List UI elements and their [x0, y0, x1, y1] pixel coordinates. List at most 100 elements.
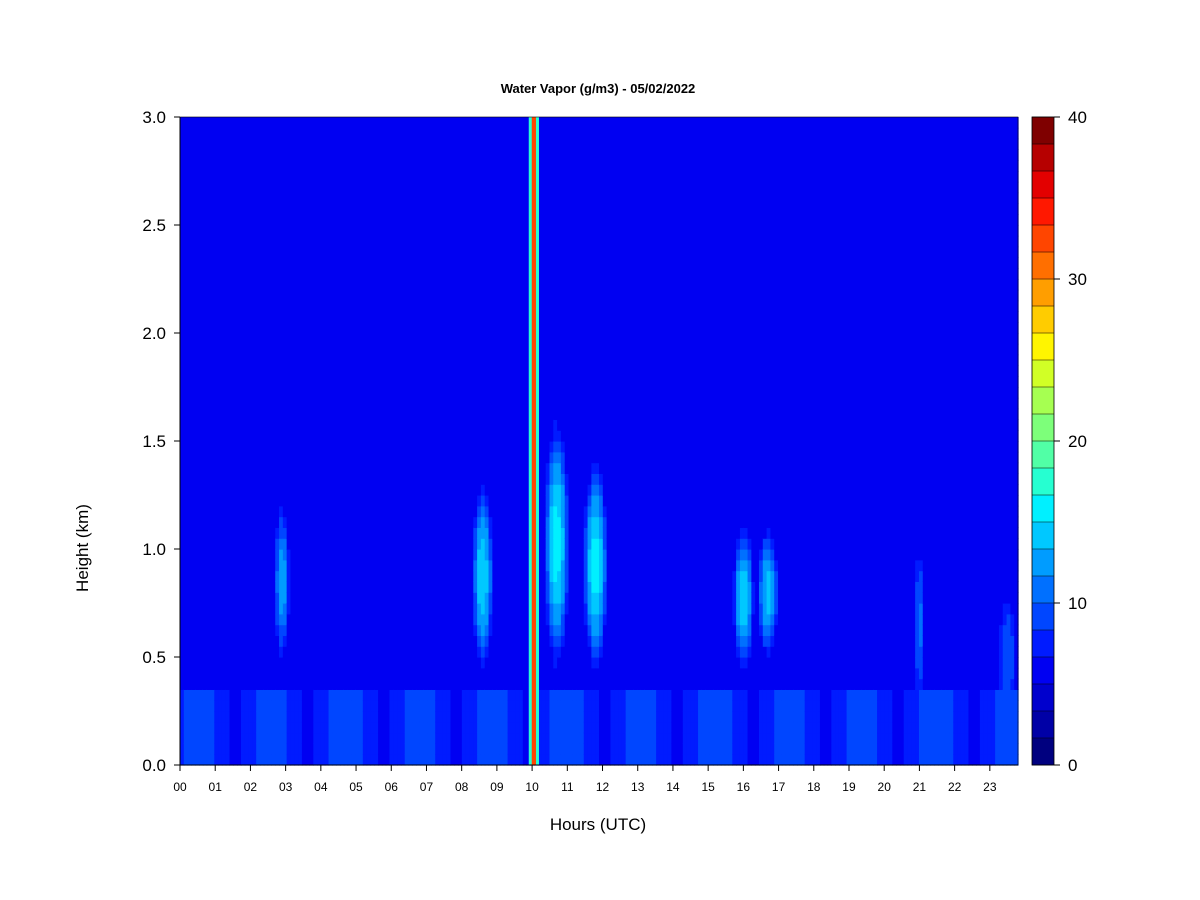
heatmap-cell	[370, 311, 375, 323]
heatmap-cell	[351, 462, 356, 474]
heatmap-cell	[214, 354, 219, 366]
heatmap-cell	[301, 365, 307, 377]
heatmap-cell	[237, 678, 242, 690]
heatmap-cell	[294, 635, 299, 647]
heatmap-cell	[218, 322, 223, 334]
heatmap-cell	[256, 592, 261, 604]
heatmap-cell	[404, 387, 410, 399]
heatmap-cell	[355, 700, 360, 712]
heatmap-cell	[465, 430, 471, 442]
heatmap-cell	[423, 203, 429, 215]
heatmap-cell	[465, 160, 471, 172]
heatmap-cell	[252, 257, 257, 269]
heatmap-cell	[389, 376, 394, 388]
heatmap-cell	[271, 127, 276, 140]
heatmap-cell	[378, 495, 383, 507]
heatmap-cell	[469, 149, 474, 161]
heatmap-cell	[263, 235, 269, 248]
heatmap-cell	[480, 322, 486, 334]
heatmap-cell	[309, 559, 314, 572]
heatmap-cell	[183, 484, 189, 496]
heatmap-cell	[298, 689, 303, 701]
heatmap-cell	[313, 117, 318, 129]
heatmap-cell	[366, 743, 372, 755]
heatmap-cell	[458, 225, 463, 237]
heatmap-cell	[271, 592, 276, 604]
heatmap-cell	[214, 527, 219, 539]
heatmap-cell	[431, 279, 436, 291]
heatmap-cell	[180, 300, 185, 312]
heatmap-cell	[187, 581, 193, 593]
heatmap-cell	[221, 646, 227, 658]
heatmap-cell	[252, 732, 257, 744]
heatmap-cell	[404, 743, 410, 755]
heatmap-cell	[275, 171, 280, 183]
heatmap-cell	[366, 192, 372, 204]
heatmap-cell	[259, 127, 265, 140]
heatmap-cell	[465, 214, 471, 226]
heatmap-cell	[244, 678, 250, 690]
heatmap-cell	[431, 549, 436, 561]
heatmap-cell	[492, 160, 497, 172]
heatmap-cell	[332, 279, 337, 291]
heatmap-cell	[294, 484, 299, 496]
heatmap-cell	[381, 257, 387, 269]
heatmap-cell	[359, 311, 364, 323]
heatmap-cell	[488, 387, 493, 399]
heatmap-cell	[298, 451, 303, 464]
heatmap-cell	[279, 235, 284, 248]
heatmap-cell	[244, 214, 250, 226]
heatmap-cell	[328, 214, 333, 226]
heatmap-cell	[450, 667, 455, 680]
heatmap-cell	[351, 181, 356, 194]
heatmap-cell	[339, 581, 345, 593]
heatmap-cell	[412, 376, 417, 388]
heatmap-cell	[214, 462, 219, 474]
heatmap-cell	[225, 376, 231, 388]
heatmap-cell	[442, 181, 448, 194]
heatmap-cell	[385, 516, 391, 528]
heatmap-cell	[404, 441, 410, 453]
heatmap-cell	[473, 473, 478, 485]
heatmap-cell	[431, 354, 436, 366]
heatmap-cell	[218, 711, 223, 723]
heatmap-cell	[332, 387, 337, 399]
heatmap-cell	[301, 246, 307, 258]
heatmap-cell	[271, 235, 276, 248]
heatmap-cell	[446, 754, 452, 766]
heatmap-cell	[431, 138, 436, 150]
heatmap-cell	[202, 181, 208, 194]
heatmap-cell	[290, 149, 295, 161]
heatmap-cell	[187, 624, 193, 636]
heatmap-cell	[214, 559, 219, 572]
heatmap-cell	[294, 419, 299, 431]
heatmap-cell	[282, 689, 288, 701]
heatmap-cell	[393, 225, 398, 237]
heatmap-cell	[305, 505, 311, 518]
heatmap-cell	[366, 343, 372, 356]
heatmap-cell	[488, 570, 493, 582]
heatmap-cell	[351, 743, 356, 755]
heatmap-cell	[244, 754, 250, 766]
heatmap-cell	[488, 235, 493, 248]
heatmap-cell	[374, 225, 379, 237]
heatmap-cell	[214, 203, 219, 215]
heatmap-cell	[317, 495, 322, 507]
heatmap-cell	[317, 484, 322, 496]
heatmap-cell	[465, 343, 471, 356]
heatmap-cell	[206, 397, 212, 410]
heatmap-cell	[324, 354, 330, 366]
heatmap-cell	[183, 754, 189, 766]
heatmap-cell	[435, 365, 440, 377]
heatmap-cell	[218, 311, 223, 323]
heatmap-cell	[263, 711, 269, 723]
heatmap-cell	[359, 365, 364, 377]
heatmap-cell	[221, 181, 227, 194]
heatmap-cell	[195, 570, 200, 582]
heatmap-cell	[442, 300, 448, 312]
heatmap-cell	[416, 473, 421, 485]
heatmap-cell	[347, 505, 353, 518]
heatmap-cell	[381, 505, 387, 518]
heatmap-cell	[461, 754, 467, 766]
heatmap-cell	[412, 711, 417, 723]
